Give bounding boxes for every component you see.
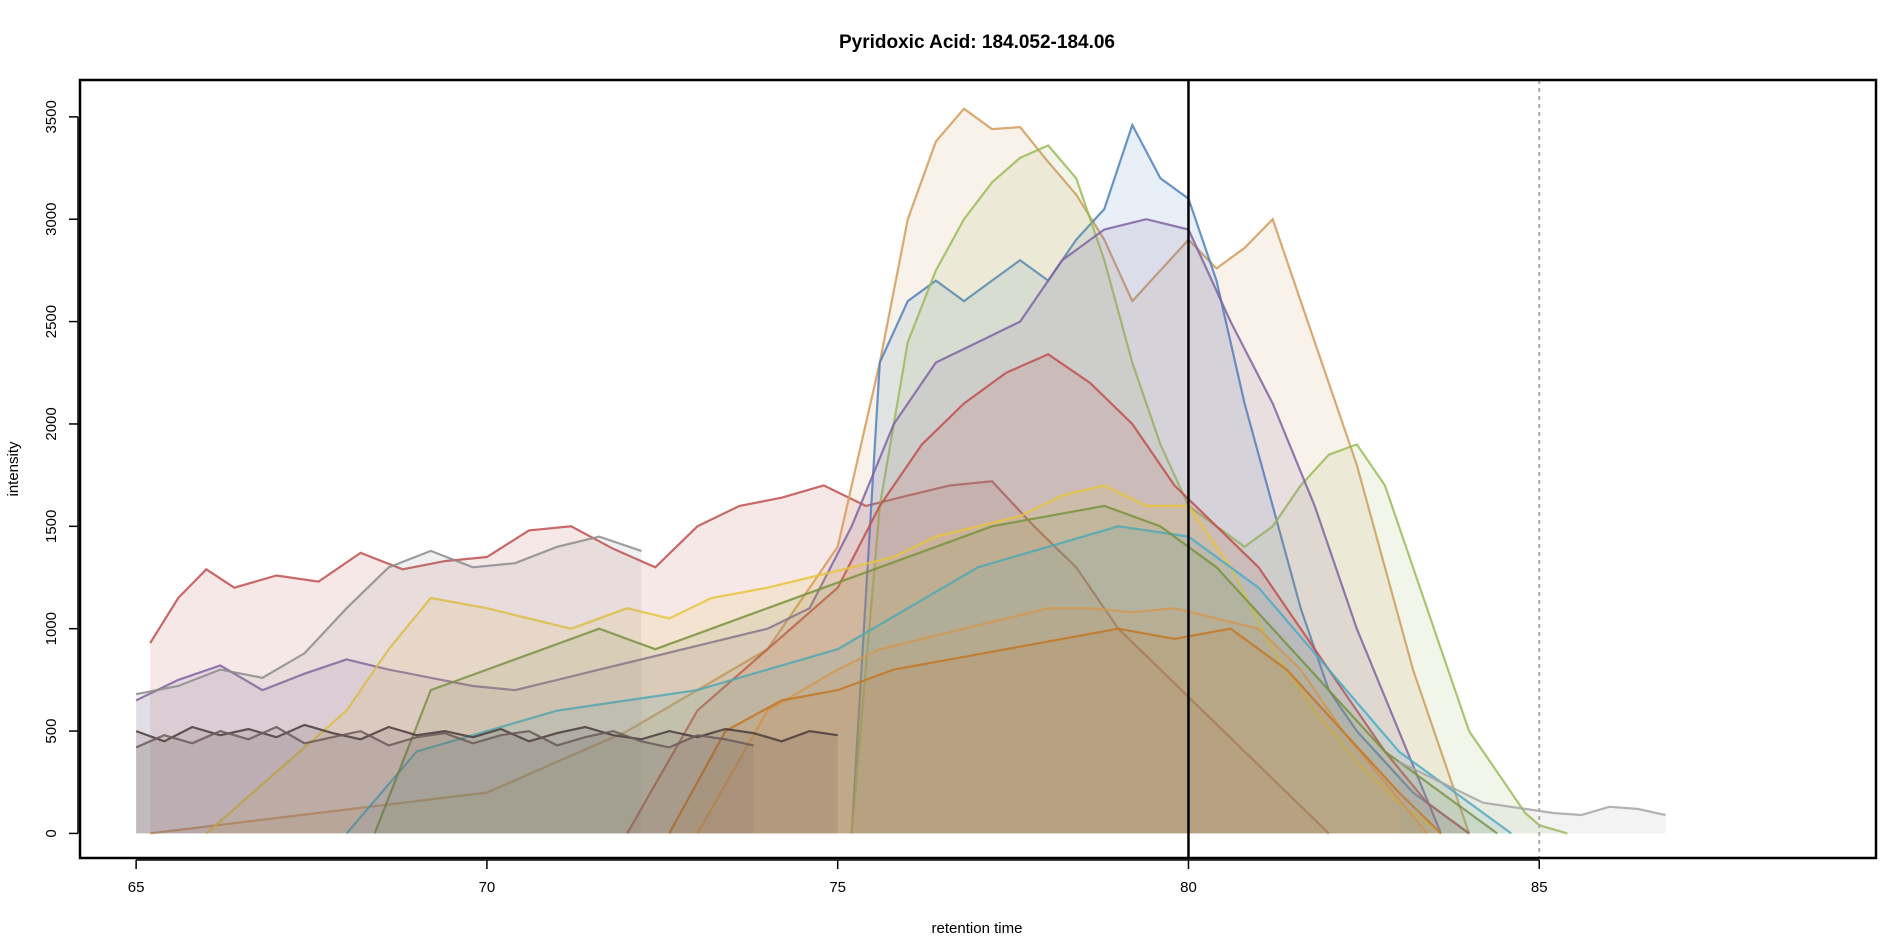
series-line-2 (150, 107, 1471, 835)
series-area-5 (136, 219, 1442, 834)
series-line-13 (135, 723, 838, 743)
series-line-7 (205, 484, 1442, 835)
x-tick-label: 80 (1180, 879, 1197, 896)
series-area-1 (150, 481, 1329, 834)
series-line-6 (626, 353, 1470, 835)
series-area-11 (374, 505, 1498, 834)
plot-frame (78, 78, 1878, 860)
series-line-9 (668, 627, 1442, 835)
series-area-13 (136, 724, 838, 834)
series-line-10 (345, 525, 1512, 835)
y-tick-label: 2500 (43, 305, 60, 338)
series-area-14 (136, 727, 754, 834)
x-axis-label: retention time (932, 920, 1023, 937)
series-area-4 (851, 145, 1568, 834)
y-tick-label: 3000 (43, 203, 60, 236)
series-line-14 (135, 725, 754, 749)
x-tick-label: 70 (479, 879, 496, 896)
x-tick-label: 65 (128, 879, 145, 896)
y-axis-label: intensity (5, 441, 22, 497)
series-area-3 (851, 125, 1470, 834)
reference-lines (1187, 80, 1541, 858)
chart-title: Pyridoxic Acid: 184.052-184.06 (839, 32, 1115, 53)
y-tick-label: 1500 (43, 510, 60, 543)
x-tick-label: 85 (1531, 879, 1548, 896)
series-line-1 (149, 480, 1330, 835)
series-line-11 (373, 504, 1498, 835)
series-area-12 (136, 536, 642, 834)
series-area-7 (206, 485, 1441, 834)
x-axis: 65 70 75 80 85 (128, 859, 1548, 896)
series-line-12 (135, 535, 642, 696)
y-axis: 0 500 1000 1500 2000 2500 3000 3500 (43, 100, 79, 838)
series-line-15 (1398, 760, 1666, 817)
y-tick-label: 1000 (43, 612, 60, 645)
x-tick-label: 75 (829, 879, 846, 896)
series-area-10 (346, 526, 1512, 834)
series-layer (135, 107, 1666, 835)
series-area-15 (1398, 761, 1666, 834)
series-area-2 (150, 108, 1470, 834)
y-tick-label: 2000 (43, 407, 60, 440)
series-line-5 (135, 218, 1443, 834)
series-area-9 (669, 628, 1441, 834)
y-tick-label: 500 (43, 719, 60, 744)
series-line-3 (850, 122, 1470, 835)
y-tick-label: 3500 (43, 100, 60, 133)
y-tick-label: 0 (43, 829, 60, 837)
series-line-8 (696, 607, 1428, 835)
series-area-6 (627, 354, 1470, 834)
series-area-8 (697, 608, 1427, 834)
